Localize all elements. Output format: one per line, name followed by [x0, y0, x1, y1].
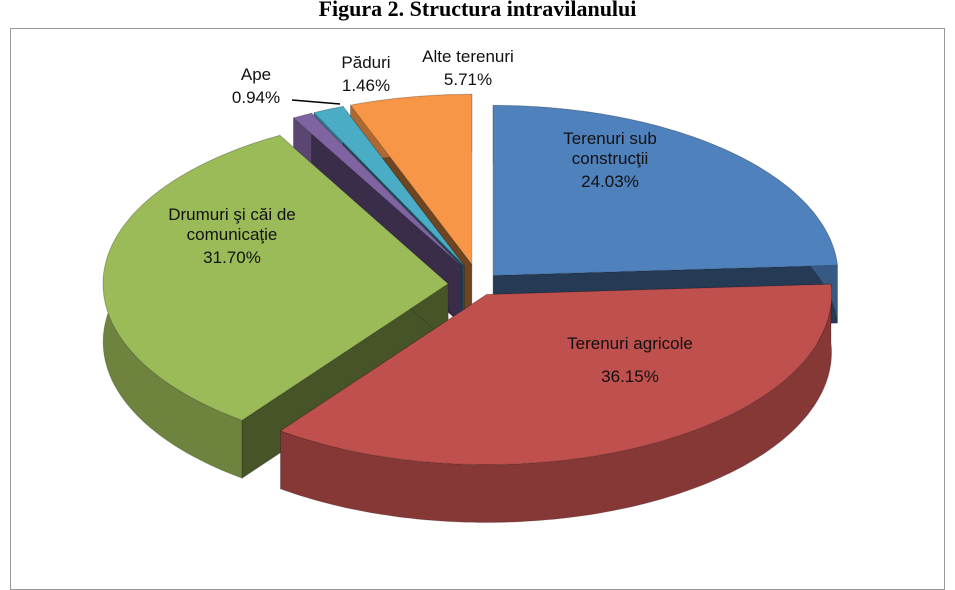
slice-value: 5.71% [443, 70, 493, 89]
slice-top [102, 134, 449, 421]
slice-label: Terenuri sub construcţii [563, 129, 657, 168]
slice-label: Păduri [341, 53, 391, 72]
slice-value: 0.94% [231, 88, 281, 107]
slice-value: 24.03% [581, 172, 639, 191]
slice-top [492, 104, 838, 276]
chart-title: Figura 2. Structura intravilanului [318, 0, 637, 21]
pie-slice [279, 283, 833, 523]
slice-top [279, 283, 833, 465]
slice-value: 1.46% [341, 76, 391, 95]
slice-value: 36.15% [601, 367, 659, 386]
slice-label: Ape [240, 65, 272, 84]
slice-top [313, 105, 465, 267]
slice-value: 31.70% [203, 248, 261, 267]
slice-label: Drumuri şi căi de comunicaţie [168, 205, 296, 244]
leader-line [291, 99, 341, 105]
slice-label: Terenuri agricole [567, 334, 693, 353]
slice-label: Alte terenuri [422, 47, 514, 66]
slice-top [349, 93, 473, 266]
slice-top [292, 112, 463, 267]
